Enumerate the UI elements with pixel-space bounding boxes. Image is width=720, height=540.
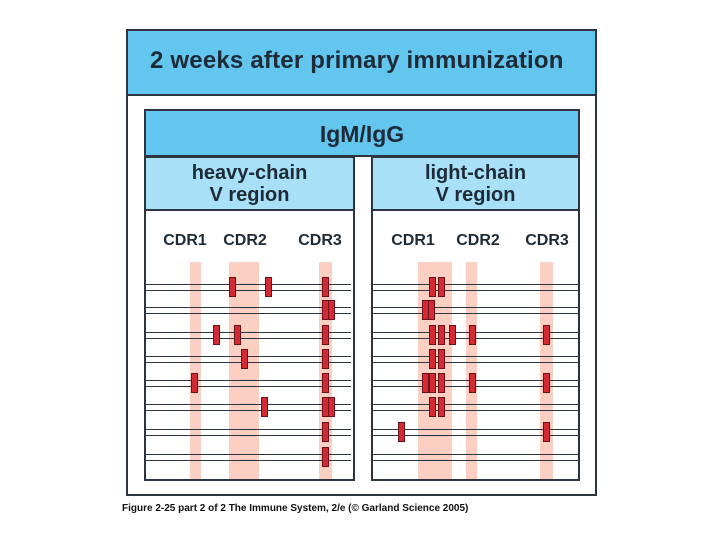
light-cdr1-band (418, 262, 452, 479)
isotype-bar: IgM/IgG (144, 109, 580, 157)
heavy-mutation-marker (241, 349, 248, 369)
light-sequence-line (371, 362, 578, 363)
light-mutation-marker (438, 397, 445, 417)
heavy-sequence-line (144, 290, 351, 291)
figure-title: 2 weeks after primary immunization (150, 47, 564, 74)
light-sequence-line (371, 460, 578, 461)
heavy-sequence-line (144, 313, 351, 314)
heavy-mutation-marker (328, 300, 335, 320)
heavy-mutation-marker (229, 277, 236, 297)
heavy-cdr1-band (190, 262, 201, 479)
heavy-sequence-line (144, 435, 351, 436)
heavy-chain-subtitle: V region (209, 184, 290, 206)
light-mutation-marker (543, 373, 550, 393)
heavy-cdr1-label: CDR1 (163, 232, 207, 249)
heavy-sequence-line (144, 332, 351, 333)
heavy-chain-header: heavy-chain V region (146, 158, 353, 211)
light-cdr2-band (466, 262, 477, 479)
heavy-cdr2-band (229, 262, 259, 479)
heavy-mutation-marker (322, 325, 329, 345)
light-chain-header: light-chain V region (373, 158, 578, 211)
figure-caption: Figure 2-25 part 2 of 2 The Immune Syste… (122, 503, 469, 514)
light-mutation-marker (438, 277, 445, 297)
title-bar: 2 weeks after primary immunization (128, 31, 595, 96)
light-sequence-line (371, 429, 578, 430)
light-mutation-marker (398, 422, 405, 442)
heavy-cdr2-label: CDR2 (223, 232, 267, 249)
light-cdr2-label: CDR2 (456, 232, 500, 249)
light-mutation-marker (469, 373, 476, 393)
heavy-mutation-marker (191, 373, 198, 393)
light-mutation-marker (429, 325, 436, 345)
heavy-mutation-marker (322, 373, 329, 393)
light-sequence-line (371, 290, 578, 291)
heavy-cdr3-label: CDR3 (298, 232, 342, 249)
heavy-sequence-line (144, 460, 351, 461)
isotype-label: IgM/IgG (319, 121, 405, 147)
heavy-mutation-marker (234, 325, 241, 345)
light-mutation-marker (428, 300, 435, 320)
heavy-sequence-line (144, 454, 351, 455)
light-sequence-line (371, 410, 578, 411)
light-chain-subtitle: V region (435, 184, 516, 206)
light-sequence-line (371, 307, 578, 308)
heavy-chain-title: heavy-chain (191, 162, 308, 184)
light-cdr1-label: CDR1 (391, 232, 435, 249)
light-mutation-marker (429, 397, 436, 417)
heavy-sequence-line (144, 404, 351, 405)
light-mutation-marker (422, 373, 429, 393)
heavy-mutation-marker (322, 349, 329, 369)
light-mutation-marker (429, 373, 436, 393)
heavy-sequence-line (144, 307, 351, 308)
light-mutation-marker (429, 277, 436, 297)
light-mutation-marker (438, 325, 445, 345)
light-mutation-marker (438, 373, 445, 393)
light-sequence-line (371, 356, 578, 357)
light-mutation-marker (543, 422, 550, 442)
light-mutation-marker (469, 325, 476, 345)
heavy-mutation-marker (328, 397, 335, 417)
heavy-mutation-marker (322, 277, 329, 297)
light-mutation-marker (543, 325, 550, 345)
heavy-sequence-line (144, 429, 351, 430)
light-chain-title: light-chain (424, 162, 527, 184)
light-sequence-line (371, 454, 578, 455)
heavy-sequence-line (144, 410, 351, 411)
light-mutation-marker (429, 349, 436, 369)
light-cdr3-label: CDR3 (525, 232, 569, 249)
light-mutation-marker (438, 349, 445, 369)
light-mutation-marker (449, 325, 456, 345)
heavy-mutation-marker (322, 422, 329, 442)
light-sequence-line (371, 404, 578, 405)
heavy-mutation-marker (265, 277, 272, 297)
light-sequence-line (371, 435, 578, 436)
heavy-mutation-marker (261, 397, 268, 417)
heavy-sequence-line (144, 386, 351, 387)
heavy-sequence-line (144, 380, 351, 381)
heavy-sequence-line (144, 284, 351, 285)
heavy-mutation-marker (322, 447, 329, 467)
light-cdr3-band (540, 262, 553, 479)
heavy-sequence-line (144, 338, 351, 339)
heavy-mutation-marker (213, 325, 220, 345)
light-sequence-line (371, 313, 578, 314)
light-sequence-line (371, 284, 578, 285)
